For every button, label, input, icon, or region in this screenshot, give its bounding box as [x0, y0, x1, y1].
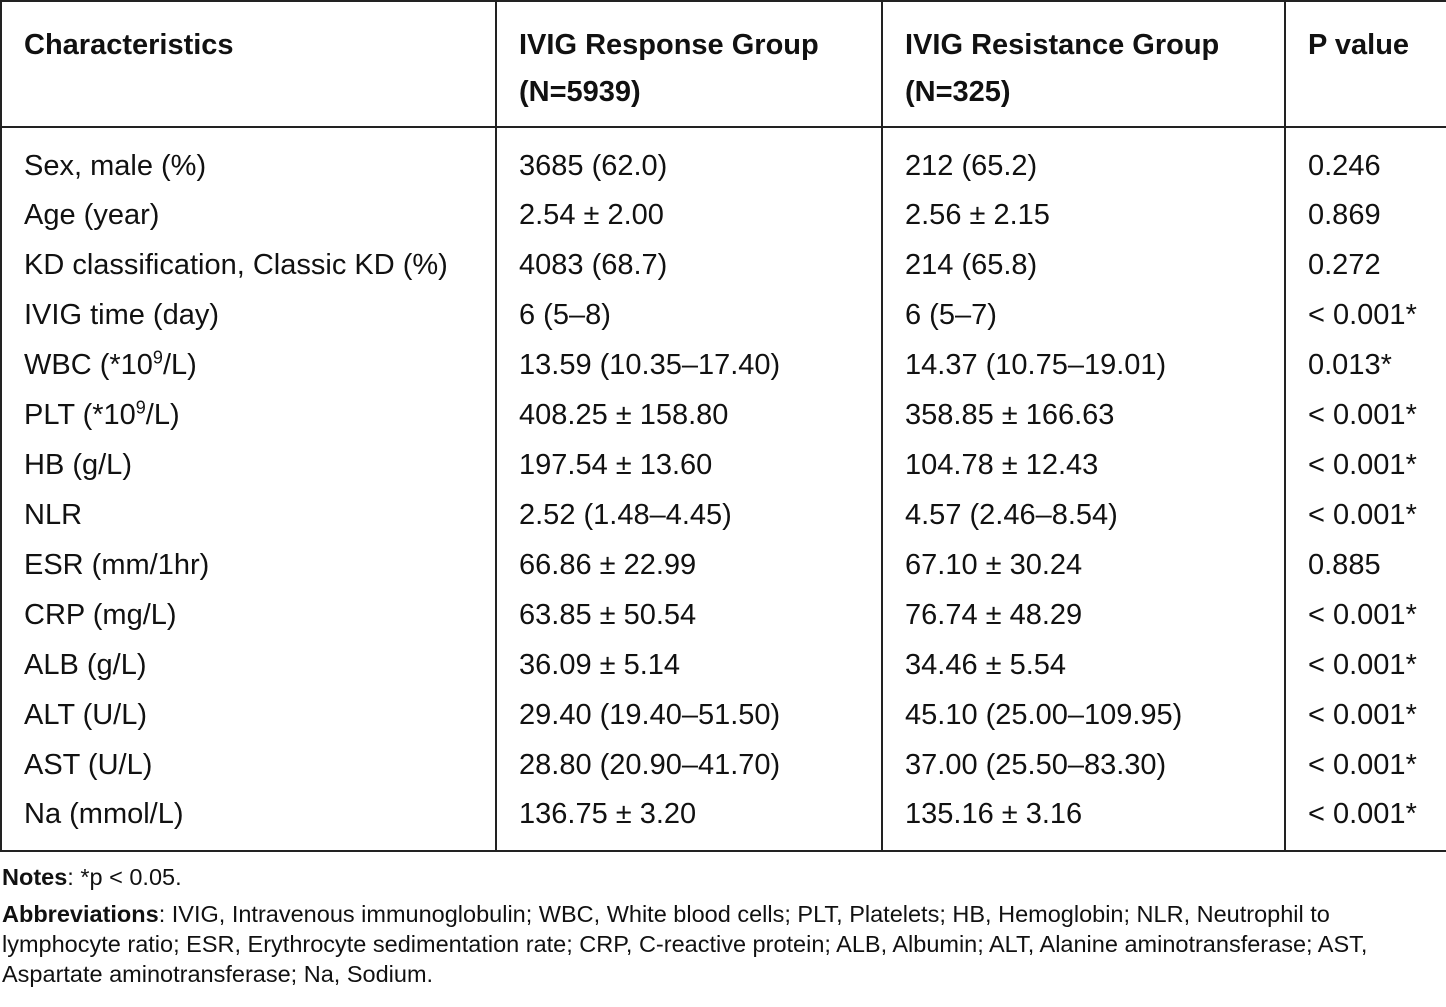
- cell-characteristic: ALB (g/L): [0, 640, 496, 690]
- table-row: IVIG time (day) 6 (5–8) 6 (5–7) < 0.001*: [0, 290, 1446, 340]
- cell-p-value: 0.272: [1284, 240, 1446, 290]
- characteristics-table-container: Characteristics IVIG Response Group (N=59…: [0, 0, 1446, 852]
- cell-response-value: 29.40 (19.40–51.50): [495, 690, 882, 740]
- notes-text: : *p < 0.05.: [67, 864, 182, 890]
- cell-characteristic: AST (U/L): [0, 740, 496, 790]
- table-row: WBC (*109/L) 13.59 (10.35–17.40) 14.37 (10…: [0, 340, 1446, 390]
- table-row: HB (g/L) 197.54 ± 13.60 104.78 ± 12.43 < 0.…: [0, 440, 1446, 490]
- cell-p-value: < 0.001*: [1284, 740, 1446, 790]
- abbreviations-text: : IVIG, Intravenous immunoglobulin; WBC,…: [2, 901, 1368, 987]
- cell-characteristic: Age (year): [0, 190, 496, 240]
- cell-characteristic: NLR: [0, 490, 496, 540]
- cell-resistance-value: 104.78 ± 12.43: [881, 440, 1285, 490]
- cell-resistance-value: 4.57 (2.46–8.54): [881, 490, 1285, 540]
- cell-characteristic: CRP (mg/L): [0, 590, 496, 640]
- cell-response-value: 4083 (68.7): [495, 240, 882, 290]
- header-row: Characteristics IVIG Response Group (N=59…: [0, 0, 1446, 128]
- cell-response-value: 197.54 ± 13.60: [495, 440, 882, 490]
- cell-resistance-value: 358.85 ± 166.63: [881, 390, 1285, 440]
- cell-resistance-value: 212 (65.2): [881, 127, 1285, 190]
- table-row: PLT (*109/L) 408.25 ± 158.80 358.85 ± 166.…: [0, 390, 1446, 440]
- table-row: CRP (mg/L) 63.85 ± 50.54 76.74 ± 48.29 < 0.…: [0, 590, 1446, 640]
- cell-response-value: 28.80 (20.90–41.70): [495, 740, 882, 790]
- table-row: Na (mmol/L) 136.75 ± 3.20 135.16 ± 3.16 < 0…: [0, 790, 1446, 852]
- cell-p-value: 0.246: [1284, 127, 1446, 190]
- cell-resistance-value: 34.46 ± 5.54: [881, 640, 1285, 690]
- table-row: ALT (U/L) 29.40 (19.40–51.50) 45.10 (25.00…: [0, 690, 1446, 740]
- cell-characteristic: Na (mmol/L): [0, 790, 496, 852]
- cell-response-value: 66.86 ± 22.99: [495, 540, 882, 590]
- cell-response-value: 136.75 ± 3.20: [495, 790, 882, 852]
- cell-response-value: 13.59 (10.35–17.40): [495, 340, 882, 390]
- cell-resistance-value: 45.10 (25.00–109.95): [881, 690, 1285, 740]
- table-row: Sex, male (%) 3685 (62.0) 212 (65.2) 0.246: [0, 127, 1446, 190]
- table-header: Characteristics IVIG Response Group (N=59…: [0, 0, 1446, 128]
- table-body: Sex, male (%) 3685 (62.0) 212 (65.2) 0.246 A…: [0, 127, 1446, 852]
- abbreviations-line: Abbreviations: IVIG, Intravenous immunog…: [2, 899, 1442, 989]
- cell-resistance-value: 76.74 ± 48.29: [881, 590, 1285, 640]
- table-row: Age (year) 2.54 ± 2.00 2.56 ± 2.15 0.869: [0, 190, 1446, 240]
- abbreviations-label: Abbreviations: [2, 901, 159, 927]
- characteristics-table: Characteristics IVIG Response Group (N=59…: [0, 0, 1446, 852]
- cell-resistance-value: 37.00 (25.50–83.30): [881, 740, 1285, 790]
- cell-characteristic: Sex, male (%): [0, 127, 496, 190]
- cell-p-value: < 0.001*: [1284, 690, 1446, 740]
- header-p-value: P value: [1284, 0, 1446, 128]
- cell-p-value: < 0.001*: [1284, 790, 1446, 852]
- cell-response-value: 3685 (62.0): [495, 127, 882, 190]
- notes-label: Notes: [2, 864, 68, 890]
- table-row: ESR (mm/1hr) 66.86 ± 22.99 67.10 ± 30.24 0.…: [0, 540, 1446, 590]
- cell-resistance-value: 214 (65.8): [881, 240, 1285, 290]
- header-response-group: IVIG Response Group (N=5939): [495, 0, 882, 128]
- cell-characteristic: IVIG time (day): [0, 290, 496, 340]
- table-row: ALB (g/L) 36.09 ± 5.14 34.46 ± 5.54 < 0.001…: [0, 640, 1446, 690]
- notes-line: Notes: *p < 0.05.: [2, 862, 1442, 892]
- cell-p-value: < 0.001*: [1284, 390, 1446, 440]
- cell-resistance-value: 14.37 (10.75–19.01): [881, 340, 1285, 390]
- cell-p-value: < 0.001*: [1284, 590, 1446, 640]
- cell-p-value: 0.885: [1284, 540, 1446, 590]
- cell-response-value: 2.54 ± 2.00: [495, 190, 882, 240]
- cell-characteristic: ALT (U/L): [0, 690, 496, 740]
- cell-resistance-value: 6 (5–7): [881, 290, 1285, 340]
- cell-characteristic: HB (g/L): [0, 440, 496, 490]
- cell-p-value: < 0.001*: [1284, 290, 1446, 340]
- cell-response-value: 6 (5–8): [495, 290, 882, 340]
- cell-characteristic: KD classification, Classic KD (%): [0, 240, 496, 290]
- cell-response-value: 2.52 (1.48–4.45): [495, 490, 882, 540]
- header-resistance-group: IVIG Resistance Group (N=325): [881, 0, 1285, 128]
- cell-p-value: < 0.001*: [1284, 490, 1446, 540]
- table-row: NLR 2.52 (1.48–4.45) 4.57 (2.46–8.54) < 0.0…: [0, 490, 1446, 540]
- cell-p-value: < 0.001*: [1284, 640, 1446, 690]
- cell-response-value: 63.85 ± 50.54: [495, 590, 882, 640]
- cell-resistance-value: 135.16 ± 3.16: [881, 790, 1285, 852]
- cell-response-value: 408.25 ± 158.80: [495, 390, 882, 440]
- cell-p-value: < 0.001*: [1284, 440, 1446, 490]
- table-row: KD classification, Classic KD (%) 4083 (6…: [0, 240, 1446, 290]
- cell-p-value: 0.013*: [1284, 340, 1446, 390]
- cell-resistance-value: 67.10 ± 30.24: [881, 540, 1285, 590]
- cell-characteristic: ESR (mm/1hr): [0, 540, 496, 590]
- cell-characteristic: PLT (*109/L): [0, 390, 496, 440]
- table-row: AST (U/L) 28.80 (20.90–41.70) 37.00 (25.50…: [0, 740, 1446, 790]
- cell-resistance-value: 2.56 ± 2.15: [881, 190, 1285, 240]
- header-characteristics: Characteristics: [0, 0, 496, 128]
- table-notes: Notes: *p < 0.05. Abbreviations: IVIG, I…: [2, 862, 1442, 996]
- cell-response-value: 36.09 ± 5.14: [495, 640, 882, 690]
- cell-characteristic: WBC (*109/L): [0, 340, 496, 390]
- cell-p-value: 0.869: [1284, 190, 1446, 240]
